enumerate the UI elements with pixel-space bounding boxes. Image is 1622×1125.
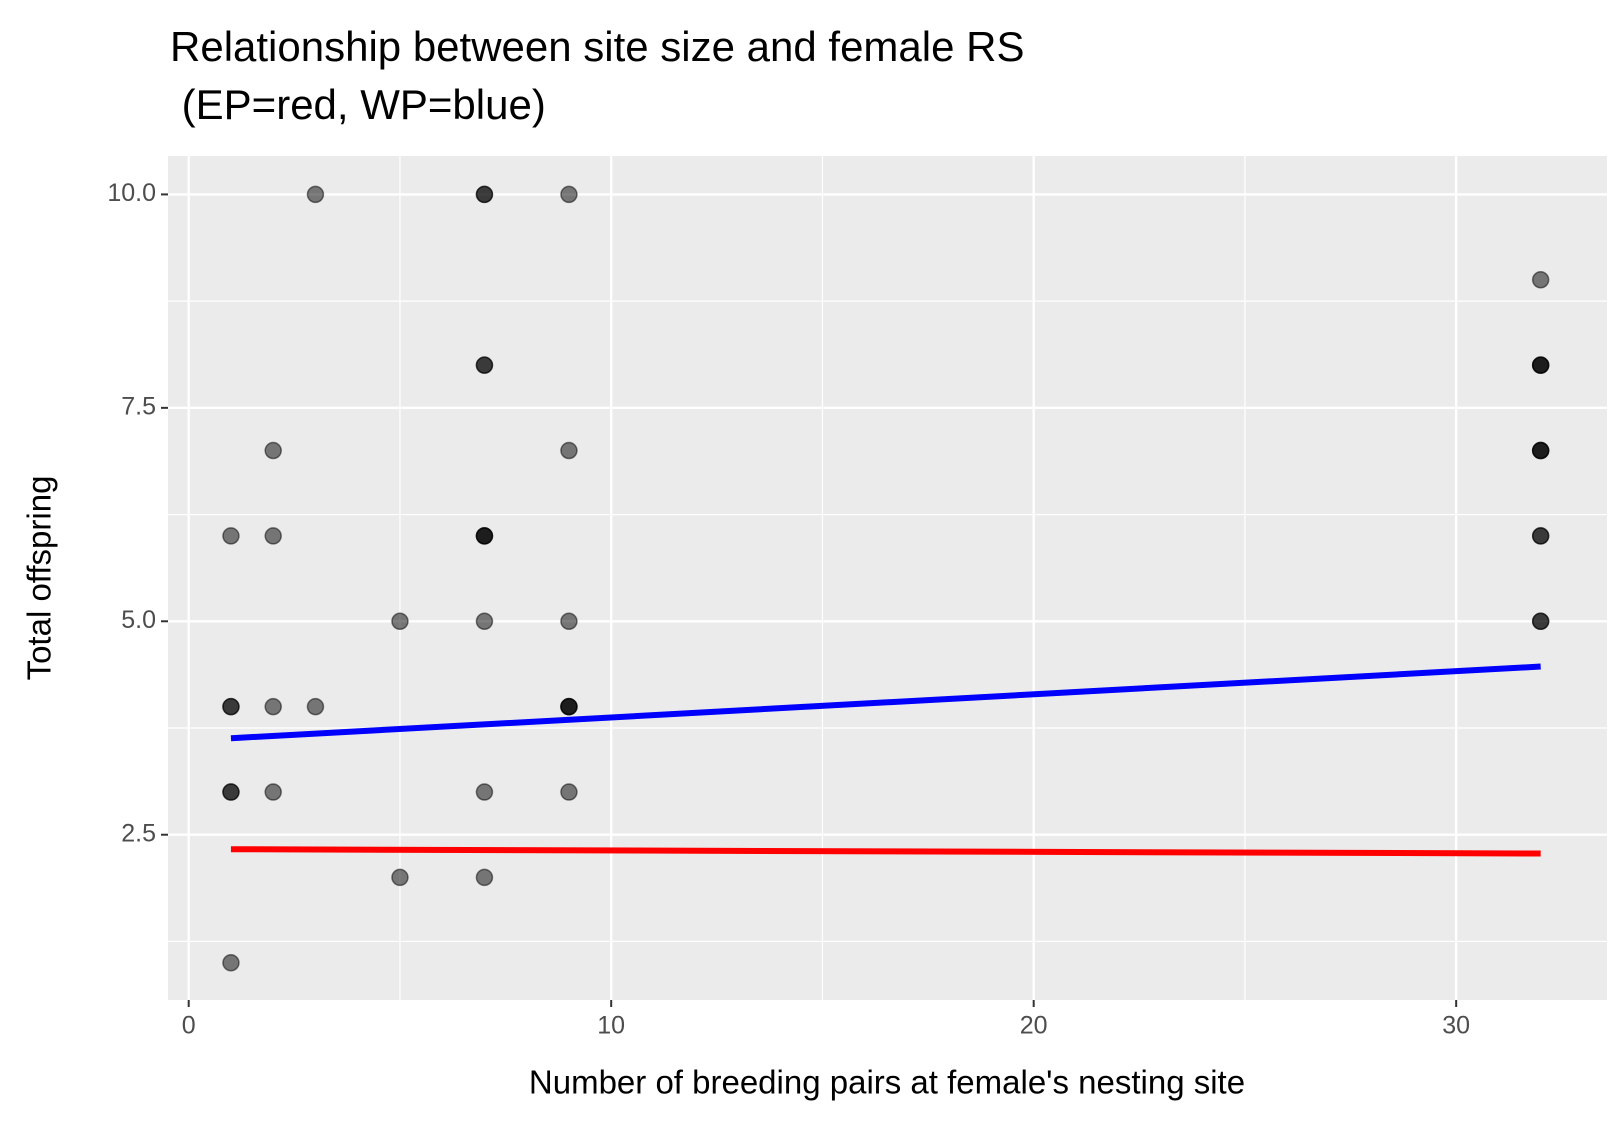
data-point bbox=[264, 697, 282, 716]
y-tick-label: 5.0 bbox=[121, 606, 156, 634]
data-point bbox=[475, 185, 494, 204]
data-point bbox=[391, 868, 409, 887]
chart-subtitle: (EP=red, WP=blue) bbox=[170, 81, 546, 128]
y-tick-label: 7.5 bbox=[121, 392, 156, 420]
data-point bbox=[560, 441, 578, 460]
data-point bbox=[560, 697, 578, 716]
x-tick-label: 30 bbox=[1442, 1012, 1470, 1040]
y-tick-label: 2.5 bbox=[121, 819, 156, 847]
data-point bbox=[560, 185, 578, 204]
data-point bbox=[560, 783, 578, 801]
data-point bbox=[475, 783, 494, 801]
data-point bbox=[475, 612, 494, 631]
plot-panel bbox=[168, 156, 1607, 1000]
data-point bbox=[1531, 271, 1550, 289]
data-point bbox=[264, 441, 282, 460]
data-point bbox=[306, 185, 325, 204]
x-tick-label: 0 bbox=[182, 1012, 196, 1040]
data-point bbox=[475, 868, 494, 887]
data-point bbox=[560, 612, 578, 631]
data-point bbox=[1531, 441, 1550, 460]
data-point bbox=[222, 783, 240, 801]
x-axis-title: Number of breeding pairs at female's nes… bbox=[529, 1064, 1245, 1101]
data-point bbox=[222, 697, 240, 716]
data-point bbox=[264, 783, 282, 801]
data-point bbox=[391, 612, 409, 631]
x-tick-label: 20 bbox=[1020, 1012, 1048, 1040]
y-axis-title: Total offspring bbox=[21, 476, 58, 681]
data-point bbox=[264, 527, 282, 545]
data-point bbox=[222, 527, 240, 545]
data-point bbox=[475, 527, 494, 545]
regression-line bbox=[230, 663, 1541, 742]
data-point bbox=[475, 356, 494, 374]
data-point bbox=[222, 954, 240, 972]
y-tick-label: 10.0 bbox=[107, 179, 156, 207]
data-point bbox=[1531, 612, 1550, 631]
chart-title: Relationship between site size and femal… bbox=[170, 23, 1024, 70]
data-point bbox=[1531, 527, 1550, 545]
data-point bbox=[1531, 356, 1550, 374]
x-tick-label: 10 bbox=[597, 1012, 625, 1040]
regression-line bbox=[230, 846, 1541, 857]
data-point bbox=[306, 697, 325, 716]
